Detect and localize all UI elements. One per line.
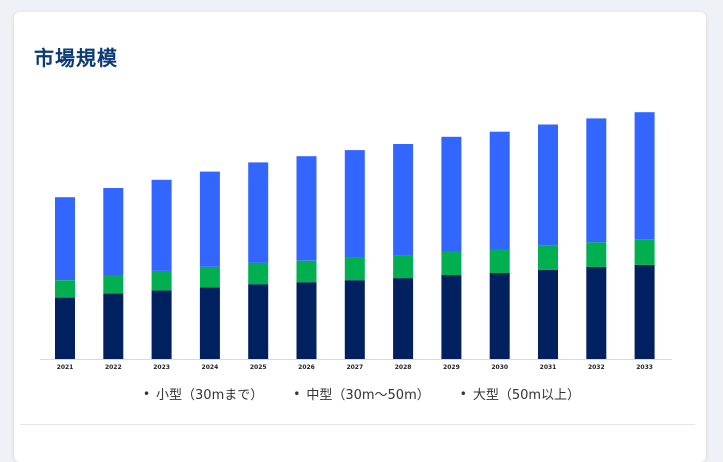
bar-2027-series-0[interactable] [344, 280, 365, 359]
bar-2021-series-0[interactable] [55, 297, 75, 359]
card-title: 市場規模 [34, 46, 118, 70]
bar-2024-series-0[interactable] [199, 287, 220, 359]
bar-2033-series-1[interactable] [634, 239, 655, 265]
x-tick-label: 2021 [57, 364, 74, 371]
bar-2030-series-1[interactable] [489, 249, 510, 273]
bar-2029-series-0[interactable] [441, 275, 462, 359]
market-size-chart: 2021 2022 2023 2024 2025 2026 2027 2028 2029 2030… [40, 112, 672, 371]
bar-2028-series-2[interactable] [393, 144, 414, 256]
legend-bullet-icon: • [142, 386, 151, 401]
bar-2024-series-2[interactable] [199, 171, 220, 267]
bar-2027-series-2[interactable] [344, 150, 365, 258]
bar-2030-series-2[interactable] [489, 131, 510, 250]
bar-2030-series-0[interactable] [489, 273, 510, 359]
legend-label-large: 大型（50m以上） [472, 388, 581, 403]
x-tick-label: 2032 [588, 364, 605, 371]
bar-2025-series-0[interactable] [248, 284, 269, 359]
bar-2025-series-2[interactable] [248, 162, 269, 263]
bar-2031-series-0[interactable] [538, 269, 558, 359]
x-tick-label: 2028 [395, 364, 412, 371]
legend-item-large[interactable]: • 大型（50m以上） [459, 384, 581, 404]
bar-2031-series-1[interactable] [538, 245, 558, 270]
bar-2028-series-0[interactable] [393, 278, 414, 359]
bar-2023-series-2[interactable] [151, 179, 172, 271]
x-tick-label: 2027 [346, 364, 363, 371]
bar-2028-series-1[interactable] [393, 255, 414, 279]
bar-2026-series-2[interactable] [296, 156, 317, 261]
chart-legend: • 小型（30mまで） • 中型（30m〜50m） • 大型（50m以上） [0, 384, 723, 404]
bar-2021-series-1[interactable] [55, 280, 75, 298]
bar-2025-series-1[interactable] [248, 262, 269, 285]
bar-2023-series-0[interactable] [151, 290, 172, 359]
x-tick-label: 2029 [443, 364, 460, 371]
legend-bullet-icon: • [459, 386, 467, 401]
bar-2026-series-1[interactable] [296, 260, 317, 283]
bar-2027-series-1[interactable] [344, 257, 365, 281]
bar-2029-series-2[interactable] [441, 136, 462, 252]
x-tick-label: 2022 [105, 364, 122, 371]
bar-2031-series-2[interactable] [538, 124, 558, 246]
bar-2033-series-2[interactable] [634, 112, 655, 240]
bar-2022-series-1[interactable] [103, 275, 124, 294]
legend-label-small: 小型（30mまで） [156, 388, 264, 403]
bar-2024-series-1[interactable] [199, 266, 220, 288]
bar-2032-series-0[interactable] [586, 266, 607, 359]
x-tick-label: 2023 [153, 364, 170, 371]
bar-2032-series-2[interactable] [586, 118, 607, 243]
legend-item-medium[interactable]: • 中型（30m〜50m） [293, 384, 430, 404]
card-divider [20, 424, 695, 425]
bar-2021-series-2[interactable] [55, 197, 75, 281]
bar-2023-series-1[interactable] [151, 270, 172, 291]
x-tick-label: 2031 [540, 364, 557, 371]
x-tick-label: 2024 [202, 364, 219, 371]
bar-2029-series-1[interactable] [441, 251, 462, 276]
bar-2033-series-0[interactable] [634, 264, 655, 359]
legend-item-small[interactable]: • 小型（30mまで） [142, 384, 264, 404]
bar-2022-series-0[interactable] [103, 293, 124, 360]
bar-2032-series-1[interactable] [586, 242, 607, 267]
x-tick-label: 2026 [298, 364, 315, 371]
legend-bullet-icon: • [293, 386, 301, 401]
x-tick-label: 2033 [636, 364, 653, 371]
bar-2026-series-0[interactable] [296, 282, 317, 359]
x-tick-label: 2025 [250, 364, 267, 371]
x-tick-label: 2030 [491, 364, 508, 371]
bar-2022-series-2[interactable] [103, 188, 124, 275]
legend-label-medium: 中型（30m〜50m） [306, 388, 430, 403]
